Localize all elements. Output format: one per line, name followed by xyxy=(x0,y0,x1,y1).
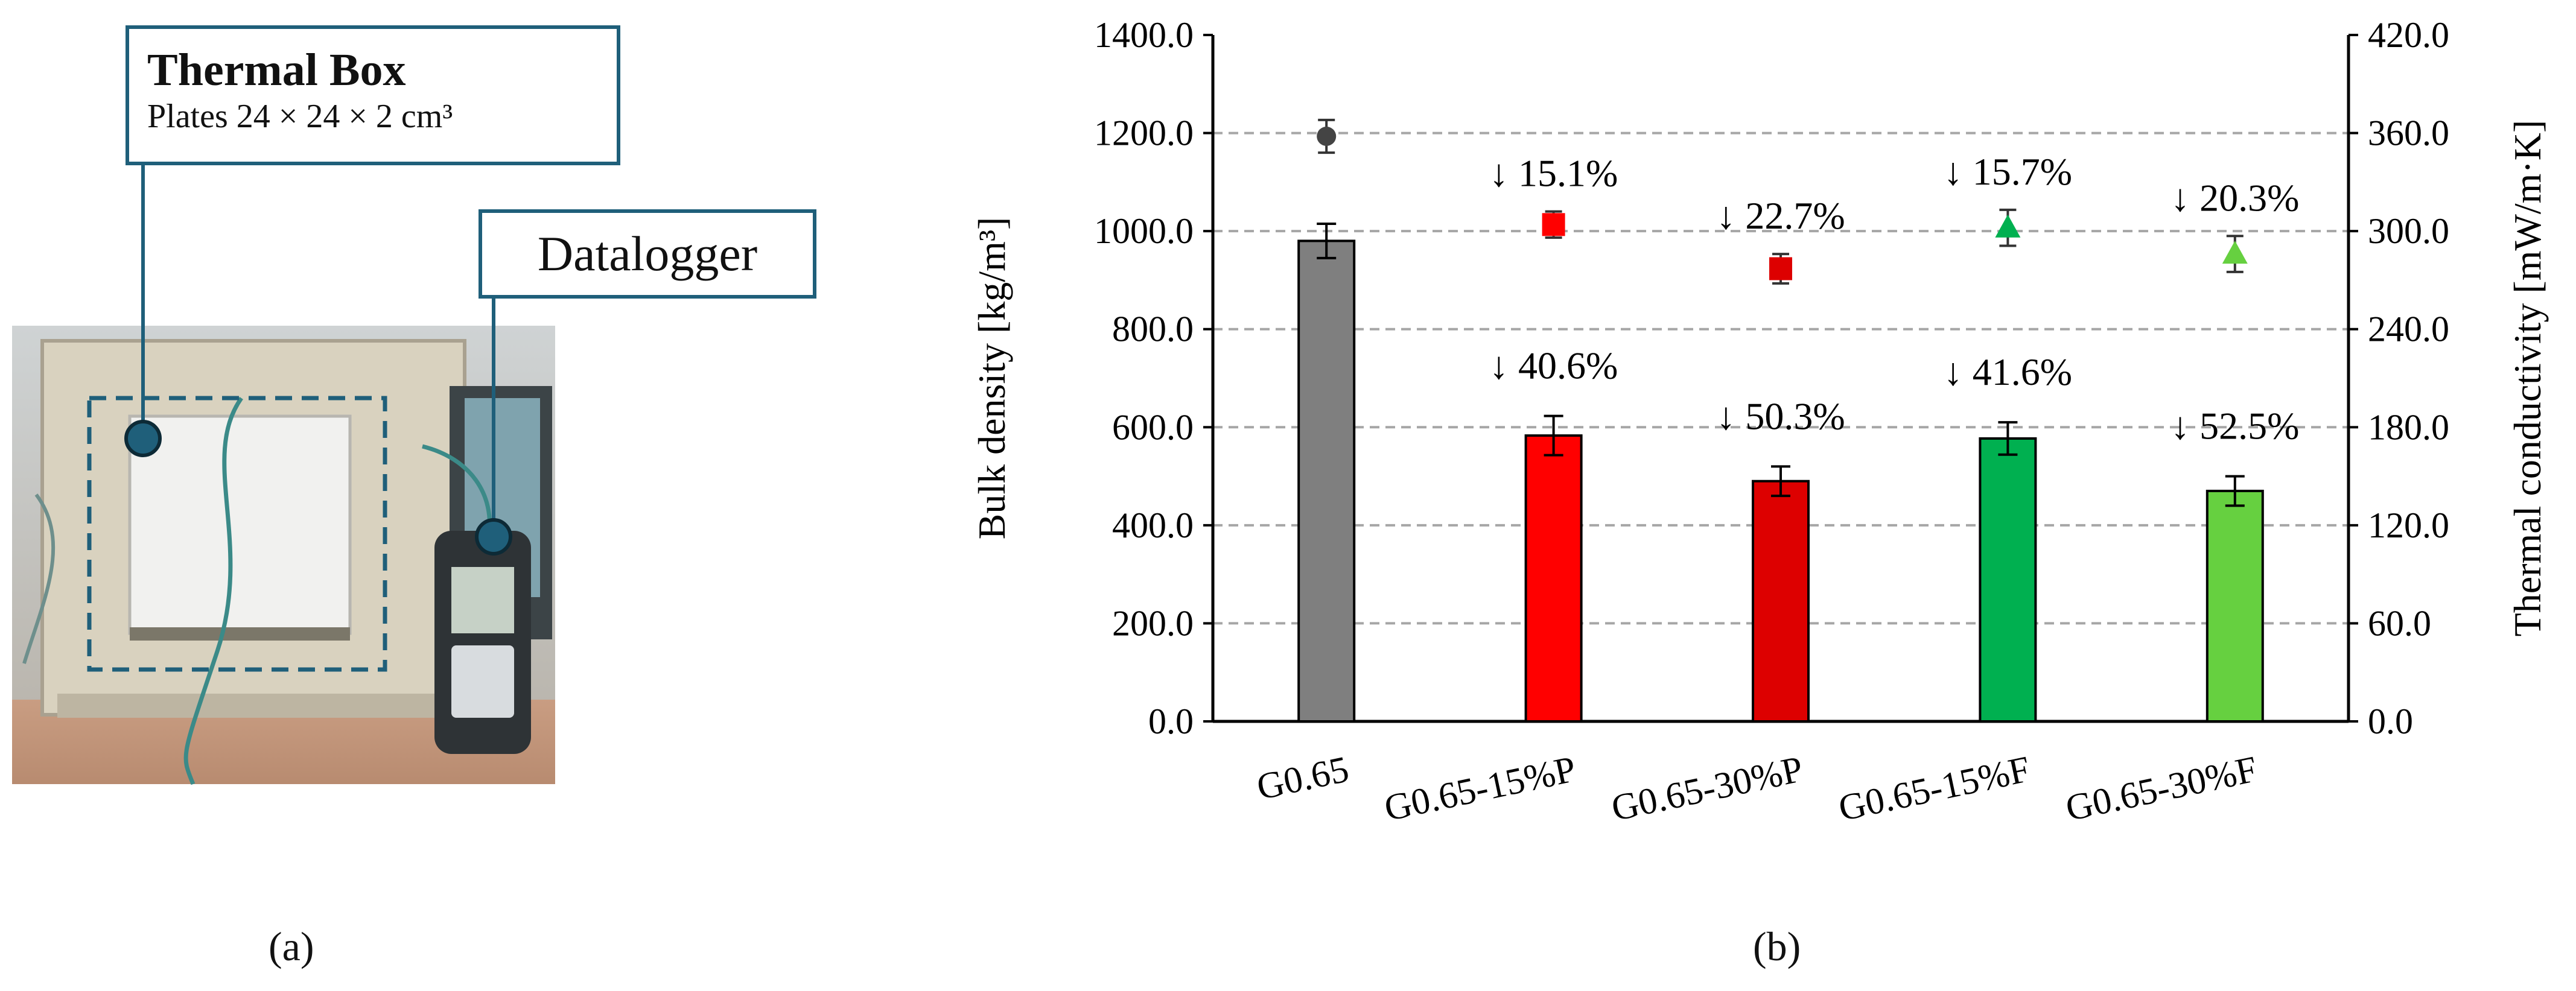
y2-tick-label: 0.0 xyxy=(2368,701,2413,741)
y-tick-label: 1000.0 xyxy=(1094,211,1194,251)
bar xyxy=(1979,437,2037,723)
thermal-box-base xyxy=(57,694,456,718)
bar-reduction-label: ↓ 40.6% xyxy=(1489,344,1618,387)
marker-reduction-label: ↓ 15.1% xyxy=(1489,152,1618,195)
y2-tick-label: 180.0 xyxy=(2368,407,2449,447)
y-tick-label: 400.0 xyxy=(1112,505,1194,545)
bar xyxy=(2206,489,2264,723)
marker-triangle xyxy=(1995,214,2021,238)
thermal-box-callout: Thermal Box Plates 24 × 24 × 2 cm³ xyxy=(126,25,620,165)
x-tick-label: G0.65-30%P xyxy=(1608,749,1807,829)
bar-reduction-label: ↓ 50.3% xyxy=(1716,394,1845,437)
thermal-box-pin xyxy=(124,420,162,457)
panel-b-label: (b) xyxy=(1753,923,1801,969)
marker-reduction-label: ↓ 15.7% xyxy=(1944,150,2072,193)
x-tick-label: G0.65 xyxy=(1253,749,1352,808)
y2-tick-label: 300.0 xyxy=(2368,211,2449,251)
datalogger-screen xyxy=(451,567,514,633)
bar xyxy=(1297,239,1356,723)
datalogger-callout: Datalogger xyxy=(479,209,816,299)
y-tick-label: 1200.0 xyxy=(1094,113,1194,153)
bar xyxy=(1524,434,1583,723)
sensor-wire-3 xyxy=(22,493,56,664)
marker-square xyxy=(1542,213,1565,236)
y2-tick-label: 120.0 xyxy=(2368,505,2449,545)
thermal-box-subtitle: Plates 24 × 24 × 2 cm³ xyxy=(147,98,453,135)
thermal-box-photo xyxy=(12,165,555,785)
sensor-wire xyxy=(183,396,243,785)
panel-a: Thermal Box Plates 24 × 24 × 2 cm³ Datal… xyxy=(0,0,875,991)
thermal-box-outline xyxy=(87,396,387,672)
panel-a-label: (a) xyxy=(269,923,314,969)
bar-reduction-label: ↓ 52.5% xyxy=(2171,405,2299,448)
marker-triangle xyxy=(2222,241,2248,264)
y2-tick-label: 60.0 xyxy=(2368,603,2431,643)
y-tick-label: 0.0 xyxy=(1148,701,1194,741)
y-tick-label: 200.0 xyxy=(1112,603,1194,643)
y2-tick-label: 240.0 xyxy=(2368,309,2449,349)
y-axis-title: Bulk density [kg/m³] xyxy=(970,217,1013,540)
datalogger-keypad xyxy=(451,645,514,718)
datalogger-pin xyxy=(475,518,512,556)
y2-axis-title: Thermal conductivity [mW/m·K] xyxy=(2506,120,2549,637)
thermal-box-title: Thermal Box xyxy=(147,45,406,95)
bulk-density-conductivity-chart: 0.0 0.0 200.0 60.0 400.0 120.0 600.0 180.0 800.0… xyxy=(970,15,2549,829)
bar-reduction-label: ↓ 41.6% xyxy=(1944,350,2072,393)
y2-tick-label: 420.0 xyxy=(2368,15,2449,55)
y-tick-label: 1400.0 xyxy=(1094,15,1194,55)
y2-tick-label: 360.0 xyxy=(2368,113,2449,153)
x-tick-label: G0.65-15%P xyxy=(1381,749,1579,829)
marker-reduction-label: ↓ 20.3% xyxy=(2171,176,2299,219)
datalogger-device xyxy=(434,531,531,754)
bar xyxy=(1752,480,1810,723)
y-tick-label: 600.0 xyxy=(1112,407,1194,447)
y-tick-label: 800.0 xyxy=(1112,309,1194,349)
marker-reduction-label: ↓ 22.7% xyxy=(1716,194,1845,237)
x-tick-label: G0.65-30%F xyxy=(2062,749,2261,829)
marker-circle xyxy=(1317,126,1337,146)
marker-square xyxy=(1769,257,1792,280)
x-tick-label: G0.65-15%F xyxy=(1835,749,2034,829)
plate-holder xyxy=(130,627,350,641)
plate-specimen xyxy=(128,414,352,635)
